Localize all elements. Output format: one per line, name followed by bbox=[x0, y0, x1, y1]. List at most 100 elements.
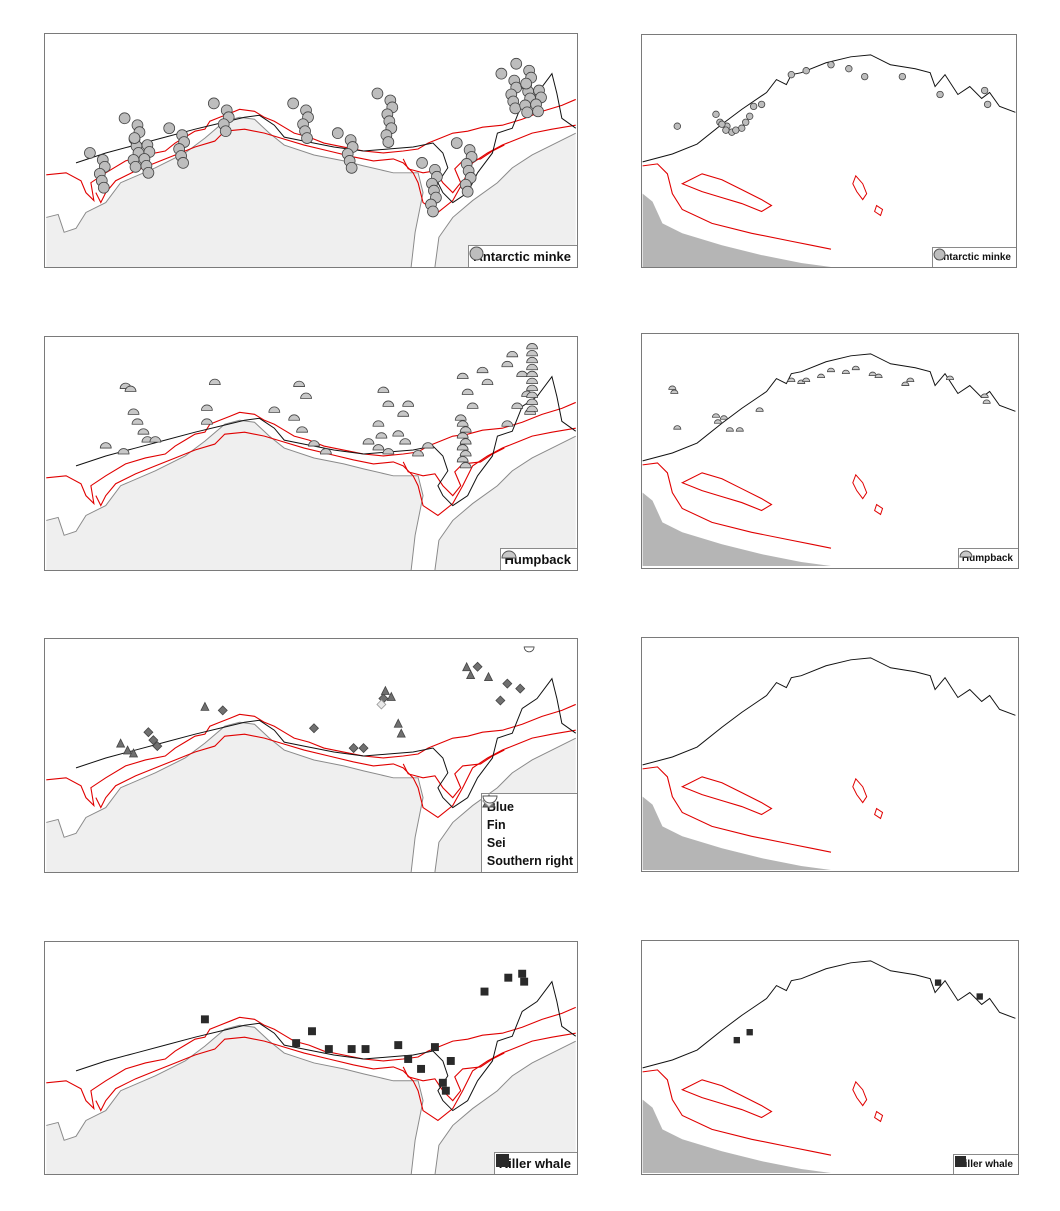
isobath-contour bbox=[402, 447, 505, 497]
sighting-killer bbox=[404, 1055, 413, 1063]
sighting-minke bbox=[712, 110, 720, 118]
map-panel-killer-zoom: Killer whale bbox=[641, 940, 1019, 1175]
sighting-minke bbox=[331, 127, 344, 139]
map-panel-minke-zoom: Antarctic minke bbox=[641, 34, 1017, 268]
sighting-minke bbox=[416, 157, 428, 169]
isobath-contour bbox=[642, 163, 832, 250]
sighting-humpback bbox=[516, 370, 529, 378]
isobath-contour bbox=[680, 472, 773, 512]
sighting-humpback bbox=[372, 444, 385, 451]
sighting-minke bbox=[129, 161, 142, 173]
map-humpback-wide bbox=[46, 343, 577, 570]
legend-label-southern-right: Southern right bbox=[486, 854, 573, 868]
map-panel-minke-wide: Antarctic minke bbox=[44, 33, 578, 268]
legend-label-minke-zoom: Antarctic minke bbox=[935, 252, 1011, 263]
half-circle-icon bbox=[501, 550, 517, 559]
sighting-blue bbox=[472, 661, 483, 672]
sighting-blue bbox=[217, 705, 228, 716]
coastline bbox=[46, 1024, 576, 1174]
sighting-humpback bbox=[382, 448, 395, 455]
survey-track bbox=[642, 54, 1016, 163]
map-killer-zoom bbox=[642, 960, 1016, 1174]
sighting-southern-right bbox=[523, 646, 535, 653]
isobath-contour bbox=[680, 776, 773, 816]
sighting-humpback bbox=[526, 363, 538, 371]
sighting-humpback bbox=[456, 432, 469, 439]
land-area bbox=[46, 420, 576, 570]
sighting-minke bbox=[738, 124, 746, 132]
sighting-humpback bbox=[906, 377, 915, 382]
sighting-humpback bbox=[712, 413, 720, 418]
map-rorquals-wide bbox=[46, 646, 577, 872]
sighting-sei bbox=[376, 699, 387, 710]
sighting-humpback bbox=[506, 351, 519, 358]
sighting-humpback bbox=[382, 400, 395, 407]
sighting-humpback bbox=[456, 420, 469, 427]
sighting-minke bbox=[980, 86, 989, 95]
land-area bbox=[642, 492, 831, 567]
sighting-killer bbox=[292, 1039, 301, 1048]
sighting-humpback bbox=[526, 377, 538, 384]
legend-killer: Killer whale bbox=[493, 1152, 577, 1174]
sighting-humpback bbox=[99, 442, 112, 449]
sighting-humpback bbox=[719, 415, 728, 420]
sighting-killer bbox=[308, 1027, 316, 1036]
coastline bbox=[46, 721, 576, 872]
sighting-blue bbox=[148, 735, 159, 746]
sighting-minke bbox=[722, 126, 730, 134]
sighting-blue bbox=[143, 727, 154, 738]
sighting-minke bbox=[118, 112, 131, 125]
sighting-blue bbox=[502, 678, 513, 689]
circle-icon bbox=[469, 246, 484, 261]
sighting-blue bbox=[308, 723, 319, 734]
sighting-humpback bbox=[149, 436, 162, 443]
map-panel-humpback-wide: Humpback bbox=[44, 336, 578, 571]
survey-track bbox=[75, 980, 577, 1112]
land-area bbox=[642, 1099, 831, 1174]
sighting-blue bbox=[152, 741, 163, 752]
sighting-killer bbox=[934, 979, 942, 986]
sighting-humpback bbox=[456, 456, 469, 463]
sighting-humpback bbox=[459, 462, 472, 469]
sighting-humpback bbox=[466, 402, 479, 409]
sighting-humpback bbox=[459, 450, 472, 457]
sighting-humpback bbox=[725, 427, 734, 432]
sighting-humpback bbox=[868, 371, 877, 377]
sighting-humpback bbox=[377, 386, 390, 393]
sighting-killer bbox=[430, 1043, 439, 1052]
sighting-minke bbox=[787, 70, 795, 79]
sighting-humpback bbox=[841, 369, 850, 375]
half-circle-outline-icon bbox=[482, 795, 498, 804]
sighting-humpback bbox=[668, 385, 677, 390]
sighting-fin bbox=[122, 745, 133, 755]
map-killer-wide bbox=[46, 969, 577, 1174]
sighting-minke bbox=[742, 118, 750, 126]
isobath-contour bbox=[95, 729, 576, 819]
legend-multi: Blue Fin Sei Southern right bbox=[480, 793, 577, 872]
sighting-fin bbox=[466, 669, 476, 680]
sighting-humpback bbox=[296, 426, 308, 433]
map-minke-zoom bbox=[642, 54, 1016, 267]
sighting-minke bbox=[461, 185, 474, 198]
sighting-humpback bbox=[802, 377, 811, 382]
sighting-humpback bbox=[901, 381, 910, 386]
sighting-humpback bbox=[851, 365, 860, 371]
sighting-killer bbox=[438, 1078, 447, 1087]
legend-minke: Antarctic minke bbox=[468, 245, 577, 267]
sighting-humpback bbox=[501, 420, 514, 427]
sighting-minke bbox=[207, 97, 220, 110]
coastline bbox=[46, 419, 576, 570]
sighting-humpback bbox=[501, 360, 514, 368]
sighting-humpback bbox=[375, 432, 388, 439]
sighting-humpback bbox=[397, 410, 410, 417]
sighting-minke bbox=[371, 87, 384, 100]
sighting-humpback bbox=[817, 373, 826, 379]
sighting-humpback bbox=[526, 405, 538, 412]
land-area bbox=[46, 722, 576, 872]
isobath-contour bbox=[680, 173, 773, 213]
sighting-humpback bbox=[461, 388, 474, 395]
sighting-humpback bbox=[372, 420, 385, 427]
half-circle-icon bbox=[959, 550, 973, 558]
sighting-fin bbox=[116, 738, 126, 748]
seamount-contour bbox=[874, 503, 884, 516]
